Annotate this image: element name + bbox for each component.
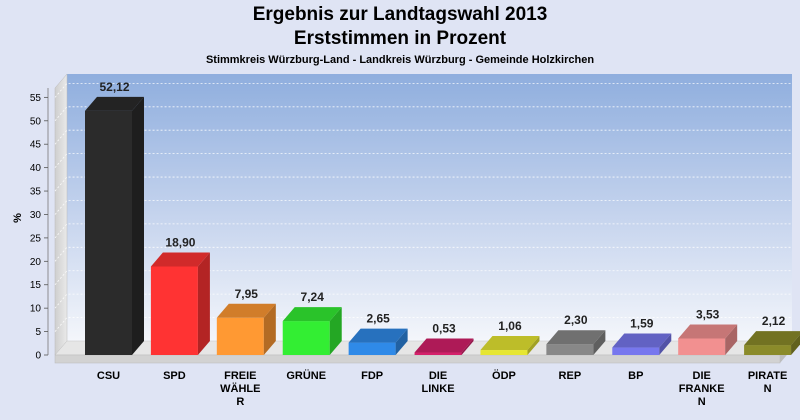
- data-label: 7,95: [235, 287, 259, 301]
- x-tick-label: FDP: [361, 370, 383, 382]
- data-label: 2,65: [366, 312, 390, 326]
- bar: [678, 338, 726, 355]
- data-label: 7,24: [301, 290, 325, 304]
- y-tick-label: 20: [30, 257, 42, 268]
- gridline: [54, 106, 792, 122]
- gridline: [54, 176, 792, 192]
- bar: [150, 266, 198, 355]
- bar-group: 18,90: [150, 235, 210, 355]
- bar-side: [197, 252, 210, 355]
- y-tick-label: 25: [30, 233, 42, 244]
- bar-top: [150, 252, 210, 267]
- bar-top: [282, 307, 342, 322]
- bar-top: [85, 96, 144, 111]
- gridline: [54, 246, 792, 262]
- gridline: [54, 200, 792, 215]
- bar-group: 7,24: [282, 290, 342, 355]
- x-tick-label: BP: [628, 370, 643, 382]
- bar-side: [132, 96, 144, 355]
- data-label: 1,06: [498, 319, 522, 333]
- x-tick-label: GRÜNE: [286, 369, 326, 382]
- bar-side: [791, 334, 800, 355]
- bar-side: [725, 324, 738, 355]
- gridline: [54, 223, 792, 239]
- data-label: 52,12: [99, 80, 129, 94]
- bar-side: [527, 336, 540, 355]
- y-axis-label: %: [12, 213, 24, 223]
- bar: [282, 321, 330, 355]
- x-tick-label: ÖDP: [492, 369, 516, 382]
- gridline: [54, 153, 792, 168]
- bar-side: [659, 333, 672, 355]
- y-tick-label: 5: [35, 327, 41, 338]
- bar: [480, 350, 528, 355]
- bar-top: [216, 303, 276, 318]
- y-tick-label: 35: [30, 187, 42, 198]
- bar-top: [546, 330, 606, 345]
- gridline: [54, 82, 792, 98]
- x-tick-label: FREIE WÄHLE R: [220, 370, 260, 408]
- bar-top: [612, 333, 672, 348]
- chart-caption: Stimmkreis Würzburg-Land - Landkreis Wür…: [205, 54, 595, 66]
- data-label: 0,53: [432, 322, 456, 336]
- bar-group: 1,06: [480, 319, 540, 355]
- bar-side: [329, 307, 342, 355]
- bar-side: [395, 328, 408, 355]
- bar: [612, 347, 660, 355]
- bar: [85, 110, 132, 355]
- bar-top: [678, 324, 738, 339]
- y-tick-label: 55: [30, 93, 42, 104]
- y-tick-label: 40: [30, 163, 42, 174]
- y-tick-label: 10: [30, 304, 42, 315]
- bar-top: [348, 328, 408, 343]
- bar: [216, 317, 264, 355]
- y-tick-label: 30: [30, 210, 42, 221]
- bar-group: 2,65: [348, 312, 408, 355]
- bar-top: [480, 336, 540, 351]
- bar-side: [593, 330, 606, 355]
- y-tick-label: 15: [30, 280, 42, 291]
- bar-group: 52,12: [85, 80, 144, 355]
- bar-top: [744, 331, 800, 346]
- x-tick-label: PIRATE N: [748, 370, 788, 395]
- bar: [744, 345, 792, 355]
- bar-group: 0,53: [414, 322, 474, 355]
- plot-floor-front: [54, 354, 781, 364]
- bar-side: [461, 338, 474, 355]
- data-label: 2,30: [564, 313, 588, 327]
- bar-group: 2,30: [546, 313, 606, 355]
- x-tick-label: SPD: [163, 370, 186, 382]
- x-tick-label: CSU: [97, 370, 120, 382]
- bar: [414, 352, 462, 355]
- bar-group: 2,12: [744, 314, 800, 355]
- bar-side: [263, 303, 276, 355]
- y-tick-label: 50: [30, 116, 42, 127]
- y-tick-label: 0: [35, 351, 41, 362]
- x-tick-label: DIE LINKE: [422, 370, 455, 395]
- data-label: 2,12: [762, 314, 786, 328]
- bar-group: 7,95: [216, 287, 276, 355]
- chart-subtitle: Erststimmen in Prozent: [293, 28, 507, 49]
- y-tick-label: 45: [30, 140, 42, 151]
- data-label: 18,90: [165, 235, 195, 249]
- chart-title: Ergebnis zur Landtagswahl 2013: [252, 4, 548, 25]
- plot-left-wall: [54, 73, 68, 356]
- bar-group: 1,59: [612, 317, 672, 355]
- bar: [546, 344, 594, 355]
- data-label: 1,59: [630, 317, 654, 331]
- gridline: [54, 270, 792, 285]
- gridline: [54, 129, 792, 145]
- x-tick-label: REP: [559, 370, 582, 382]
- x-tick-label: DIE FRANKE N: [679, 370, 725, 408]
- data-label: 3,53: [696, 307, 720, 321]
- bar: [348, 342, 396, 355]
- gridline: [54, 293, 792, 309]
- gridline: [54, 317, 792, 332]
- bar-top: [414, 338, 474, 353]
- bar-group: 3,53: [678, 307, 738, 355]
